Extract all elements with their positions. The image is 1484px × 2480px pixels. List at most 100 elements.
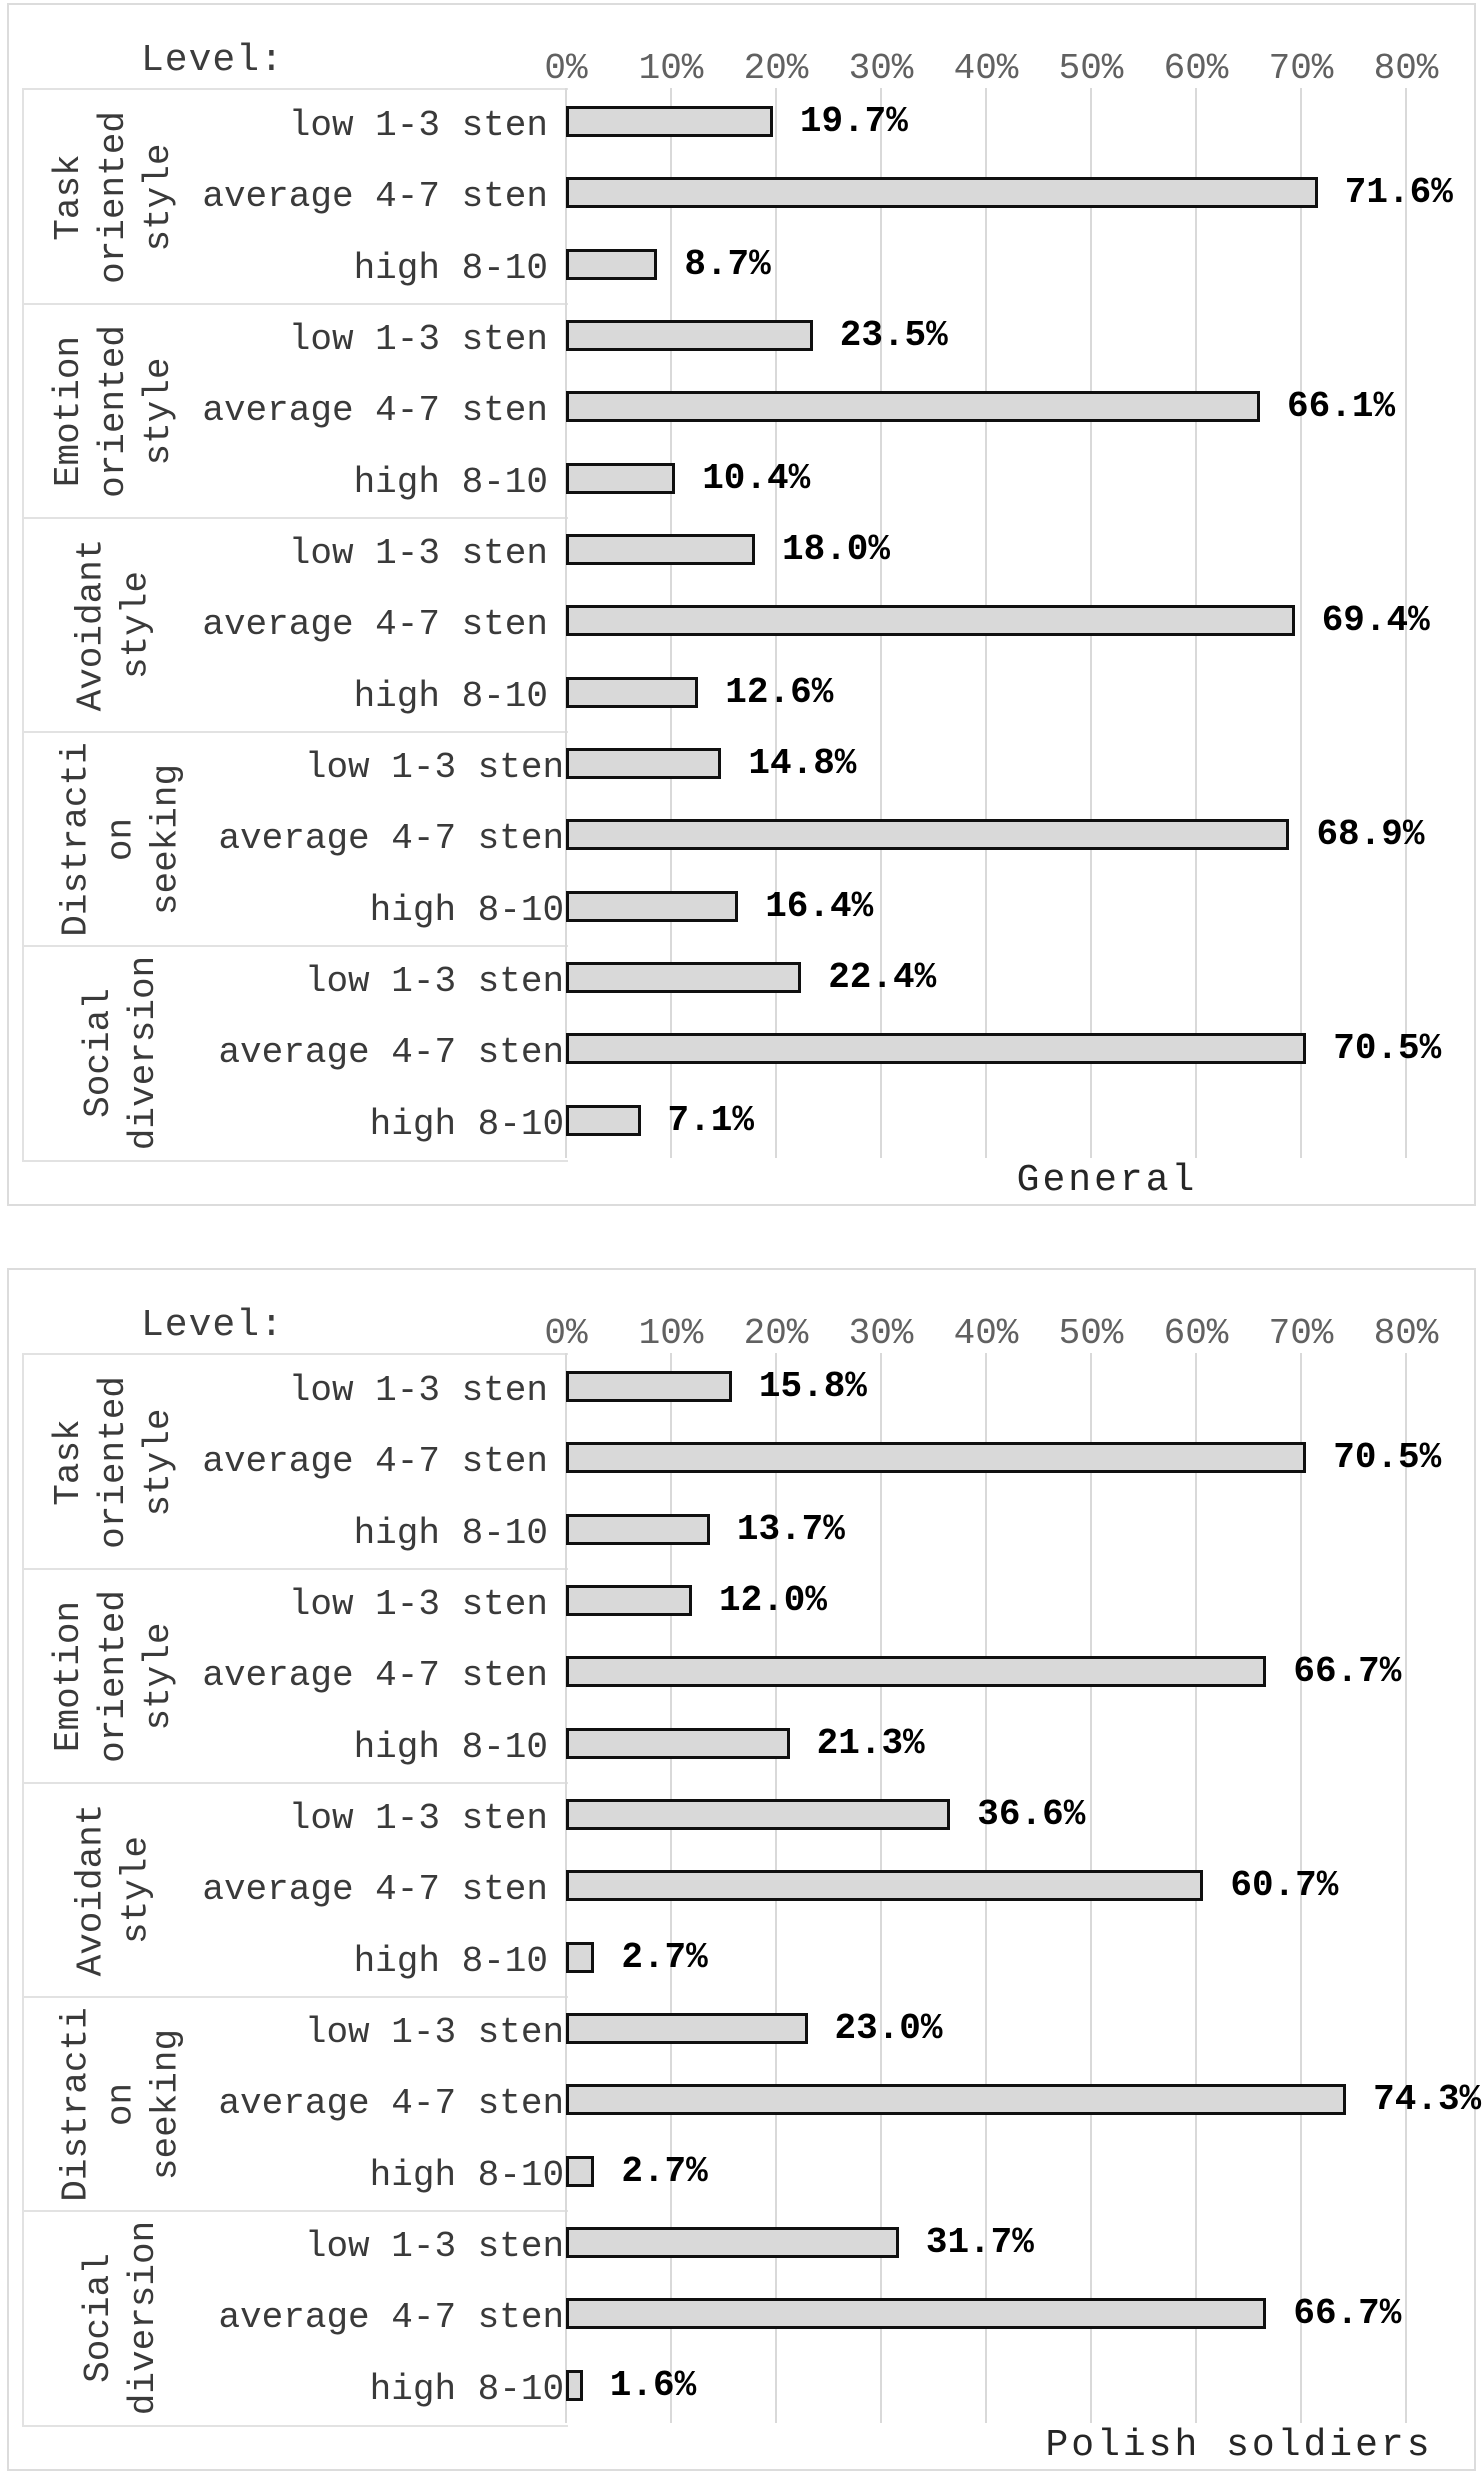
bar xyxy=(566,1442,1307,1474)
level-rows: low 1-3 sten average 4-7 sten high 8-10 xyxy=(202,1355,568,1569)
category-panel: Task oriented style low 1-3 sten average 4… xyxy=(22,88,568,1162)
level-rows: low 1-3 sten average 4-7 sten high 8-10 xyxy=(218,1997,584,2211)
level-row-label: high 8-10 xyxy=(353,675,548,717)
group-label-cell: Emotion oriented style xyxy=(24,1569,202,1783)
axis-tick-label: 40% xyxy=(953,48,1019,89)
bar xyxy=(566,1371,732,1402)
level-row-label: low 1-3 sten xyxy=(304,961,565,1003)
category-group: Social diversion low 1-3 sten average 4-7 … xyxy=(24,946,568,1160)
axis-tick-label: 60% xyxy=(1163,48,1229,89)
bar xyxy=(566,890,739,922)
bar-value-label: 31.7% xyxy=(925,2222,1034,2263)
level-rows: low 1-3 sten average 4-7 sten high 8-10 xyxy=(202,518,568,732)
category-group: Avoidant style low 1-3 sten average 4-7 st… xyxy=(24,518,568,733)
group-label: Avoidant style xyxy=(69,538,156,712)
bar-value-label: 71.6% xyxy=(1344,172,1453,214)
axis-tick-label: 10% xyxy=(638,48,704,89)
bar xyxy=(566,1941,595,1973)
level-rows: low 1-3 sten average 4-7 sten high 8-10 xyxy=(218,946,584,1160)
chart-general: Level: 0% 10% 20% 30% 40% 50% 60% 70% 80% Task o… xyxy=(7,3,1476,1206)
group-label-cell: Task oriented style xyxy=(24,90,202,304)
bar-value-label: 7.1% xyxy=(667,1099,754,1141)
bar xyxy=(566,819,1290,851)
chart-title: Polish soldiers xyxy=(1045,2424,1433,2467)
level-row-label: average 4-7 sten xyxy=(202,176,548,218)
bar-value-label: 66.1% xyxy=(1287,386,1396,428)
bar xyxy=(566,320,813,351)
bar xyxy=(566,462,676,494)
level-rows: low 1-3 sten average 4-7 sten high 8-10 xyxy=(202,1569,568,1783)
category-group: Task oriented style low 1-3 sten average 4… xyxy=(24,1355,568,1570)
level-label: Level: xyxy=(141,1304,284,1347)
bar xyxy=(566,2369,583,2401)
bar-value-label: 22.4% xyxy=(828,957,937,998)
bar-value-label: 2.7% xyxy=(621,2150,708,2192)
axis-tick-label: 60% xyxy=(1163,1313,1229,1354)
grid-line xyxy=(1300,1353,1302,2423)
bar xyxy=(566,2227,899,2258)
level-rows: low 1-3 sten average 4-7 sten high 8-10 xyxy=(218,732,584,946)
bar xyxy=(566,391,1261,423)
level-row-label: low 1-3 sten xyxy=(288,1370,548,1412)
level-row-label: average 4-7 sten xyxy=(218,1032,565,1074)
category-panel: Task oriented style low 1-3 sten average 4… xyxy=(22,1353,568,2427)
group-label-cell: Emotion oriented style xyxy=(24,304,202,518)
axis-tick-label: 70% xyxy=(1268,1313,1334,1354)
category-group: Distracti on seeking low 1-3 sten average … xyxy=(24,1997,568,2212)
axis-tick-label: 80% xyxy=(1373,1313,1439,1354)
group-label: Social diversion xyxy=(78,2220,165,2416)
chart-title: General xyxy=(1016,1159,1198,1202)
axis-tick-label: 20% xyxy=(743,48,809,89)
level-row-label: average 4-7 sten xyxy=(202,1441,548,1483)
level-row-label: low 1-3 sten xyxy=(304,2012,565,2054)
bar xyxy=(566,676,699,708)
level-row-label: high 8-10 xyxy=(369,889,565,931)
axis-tick-label: 0% xyxy=(544,48,588,89)
bar-value-label: 16.4% xyxy=(765,885,874,927)
level-row-label: high 8-10 xyxy=(369,2154,565,2196)
category-group: Avoidant style low 1-3 sten average 4-7 st… xyxy=(24,1783,568,1998)
bar-value-label: 66.7% xyxy=(1293,2293,1402,2335)
bar-value-label: 70.5% xyxy=(1333,1028,1442,1070)
bar xyxy=(566,534,755,565)
group-label: Emotion oriented style xyxy=(47,324,179,498)
category-group: Distracti on seeking low 1-3 sten average … xyxy=(24,732,568,947)
axis-tick-label: 50% xyxy=(1058,48,1124,89)
bar-value-label: 68.9% xyxy=(1316,814,1425,856)
bar xyxy=(566,1656,1267,1688)
bar-value-label: 23.5% xyxy=(839,315,948,356)
bar xyxy=(566,1585,692,1616)
bar-value-label: 13.7% xyxy=(736,1508,845,1550)
level-row-label: high 8-10 xyxy=(369,2368,565,2410)
bar xyxy=(566,1033,1307,1065)
bar-value-label: 2.7% xyxy=(621,1936,708,1978)
level-rows: low 1-3 sten average 4-7 sten high 8-10 xyxy=(218,2211,584,2425)
category-group: Emotion oriented style low 1-3 sten averag… xyxy=(24,304,568,519)
bar-value-label: 8.7% xyxy=(684,243,771,285)
bar xyxy=(566,962,802,993)
level-row-label: average 4-7 sten xyxy=(202,604,548,646)
bar-value-label: 15.8% xyxy=(758,1366,867,1407)
level-row-label: high 8-10 xyxy=(353,1940,548,1982)
bar xyxy=(566,177,1318,209)
bar xyxy=(566,2013,808,2044)
level-row-label: average 4-7 sten xyxy=(218,818,565,860)
group-label: Task oriented style xyxy=(47,1375,179,1549)
group-label-cell: Distracti on seeking xyxy=(24,1997,218,2211)
level-row-label: high 8-10 xyxy=(353,461,548,503)
bar-value-label: 12.6% xyxy=(725,671,834,713)
bar xyxy=(566,1104,641,1136)
chart-polish-soldiers: Level: 0% 10% 20% 30% 40% 50% 60% 70% 80% Task o… xyxy=(7,1268,1481,2471)
bar-value-label: 1.6% xyxy=(609,2364,697,2406)
axis-tick-label: 0% xyxy=(544,1313,588,1354)
level-row-label: low 1-3 sten xyxy=(288,1584,548,1626)
category-group: Emotion oriented style low 1-3 sten averag… xyxy=(24,1569,568,1784)
level-row-label: average 4-7 sten xyxy=(202,1869,548,1911)
axis-tick-label: 10% xyxy=(638,1313,704,1354)
group-label-cell: Avoidant style xyxy=(24,1783,202,1997)
level-row-label: low 1-3 sten xyxy=(288,319,548,361)
bar xyxy=(566,106,773,137)
bar xyxy=(566,2155,595,2187)
category-group: Task oriented style low 1-3 sten average 4… xyxy=(24,90,568,305)
level-rows: low 1-3 sten average 4-7 sten high 8-10 xyxy=(202,90,568,304)
